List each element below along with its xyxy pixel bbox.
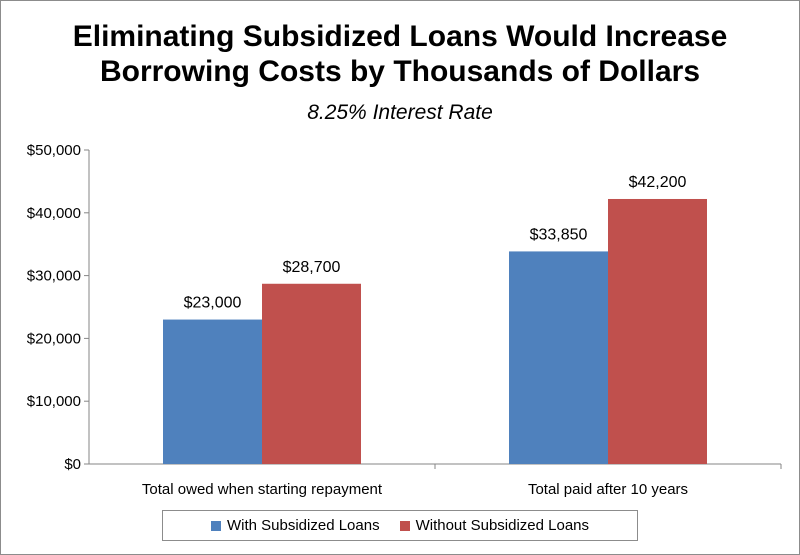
y-tick-label: $40,000 <box>27 205 81 222</box>
bar-data-label: $33,850 <box>530 226 588 243</box>
chart-title-line-2: Borrowing Costs by Thousands of Dollars <box>99 55 701 88</box>
x-category-label: Total owed when starting repayment <box>142 481 383 498</box>
y-tick-label: $20,000 <box>27 330 81 347</box>
y-tick-label: $50,000 <box>27 142 81 159</box>
legend-swatch-without-subsidized <box>399 520 410 531</box>
legend-item-with-subsidized: With Subsidized Loans <box>210 517 380 534</box>
legend-label-with-subsidized: With Subsidized Loans <box>226 517 380 534</box>
x-category-label: Total paid after 10 years <box>528 481 688 498</box>
legend-label-without-subsidized: Without Subsidized Loans <box>415 517 590 534</box>
chart-subtitle: 8.25% Interest Rate <box>307 101 493 124</box>
bar-data-label: $28,700 <box>283 259 341 276</box>
legend-swatch-with-subsidized <box>210 520 221 531</box>
chart-title-line-1: Eliminating Subsidized Loans Would Incre… <box>72 20 728 53</box>
chart-title: Eliminating Subsidized Loans Would Incre… <box>1 19 799 89</box>
bar <box>262 283 361 464</box>
y-tick-label: $10,000 <box>27 393 81 410</box>
legend-item-without-subsidized: Without Subsidized Loans <box>399 517 590 534</box>
y-tick-label: $0 <box>64 456 81 473</box>
chart-legend: With Subsidized Loans Without Subsidized… <box>162 510 638 541</box>
bar <box>608 198 707 464</box>
bar <box>163 319 262 464</box>
bar <box>509 251 608 464</box>
bar-data-label: $42,200 <box>629 174 687 191</box>
y-tick-label: $30,000 <box>27 268 81 285</box>
bar-data-label: $23,000 <box>184 295 242 312</box>
